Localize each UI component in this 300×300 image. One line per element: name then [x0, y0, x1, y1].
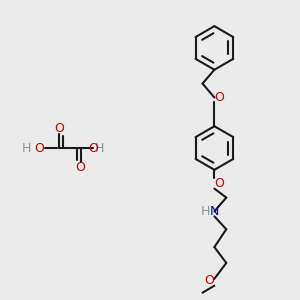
Text: O: O: [34, 142, 44, 154]
Text: H: H: [201, 205, 210, 218]
Text: H: H: [95, 142, 104, 154]
Text: H: H: [22, 142, 31, 154]
Text: O: O: [214, 177, 224, 190]
Text: O: O: [88, 142, 98, 154]
Text: O: O: [54, 122, 64, 135]
Text: O: O: [214, 91, 224, 104]
Text: O: O: [76, 161, 85, 174]
Text: O: O: [205, 274, 214, 287]
Text: N: N: [210, 205, 219, 218]
